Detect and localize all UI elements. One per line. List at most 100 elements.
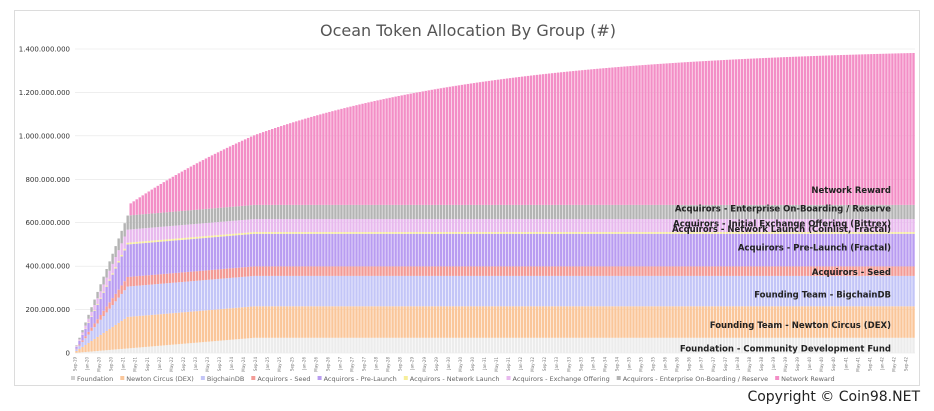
bar-segment (764, 204, 768, 220)
bar-segment (885, 204, 888, 220)
bar-stack (117, 238, 120, 353)
bar-segment (328, 337, 331, 353)
bar-segment (454, 275, 458, 307)
bar-segment (788, 275, 792, 307)
bar-segment (385, 275, 388, 307)
bar-segment (307, 275, 310, 307)
bar-segment (162, 283, 166, 314)
bar-stack (815, 55, 819, 353)
bar-segment (198, 280, 202, 311)
bar-stack (782, 57, 786, 353)
bar-stack (879, 53, 882, 353)
x-tick-label: Sep-32 (542, 357, 547, 372)
bar-segment (499, 79, 503, 205)
bar-segment (596, 233, 599, 267)
bar-stack (481, 81, 485, 353)
bar-segment (418, 91, 421, 205)
bar-segment (391, 275, 394, 307)
bar-segment (120, 230, 123, 244)
bar-segment (433, 232, 436, 234)
bar-segment (385, 306, 388, 338)
bar-segment (310, 337, 313, 353)
x-tick-label: Sep-36 (687, 357, 692, 372)
bar-segment (75, 345, 78, 347)
bar-stack (186, 168, 190, 353)
bar-segment (388, 219, 391, 233)
bar-segment (358, 337, 361, 353)
bar-segment (686, 266, 689, 276)
bar-segment (671, 63, 674, 205)
bar-segment (900, 337, 903, 353)
bar-segment (912, 275, 915, 307)
bar-segment (794, 275, 798, 307)
bar-segment (180, 238, 184, 240)
bar-segment (430, 204, 433, 220)
bar-segment (523, 275, 527, 307)
bar-segment (737, 204, 741, 220)
bar-segment (728, 306, 732, 338)
bar-segment (361, 275, 364, 307)
bar-segment (439, 275, 443, 307)
bar-segment (421, 204, 424, 220)
bar-segment (809, 266, 813, 276)
bar-segment (231, 277, 235, 309)
bar-segment (499, 232, 503, 234)
legend-entry: Network Reward (781, 375, 834, 383)
bar-segment (879, 53, 882, 205)
bar-segment (800, 275, 804, 307)
bar-segment (686, 62, 689, 205)
bar-segment (126, 277, 129, 287)
bar-segment (204, 236, 208, 238)
bar-segment (189, 281, 193, 312)
bar-segment (894, 53, 897, 205)
bar-segment (180, 281, 184, 313)
bar-segment (355, 266, 358, 276)
bar-segment (508, 78, 512, 205)
bar-segment (894, 219, 897, 233)
bar-segment (222, 236, 226, 269)
bar-segment (475, 266, 479, 276)
bar-stack (698, 61, 701, 353)
bar-segment (394, 233, 397, 267)
bar-segment (903, 306, 906, 338)
bar-segment (159, 212, 163, 227)
bar-segment (590, 337, 593, 353)
bar-segment (551, 233, 554, 267)
bar-segment (481, 275, 485, 307)
bar-segment (316, 275, 319, 307)
bar-segment (292, 337, 295, 353)
bar-segment (319, 232, 322, 234)
bar-segment (475, 232, 479, 234)
bar-segment (358, 233, 361, 267)
bar-segment (897, 275, 900, 307)
bar-segment (409, 219, 412, 233)
bar-segment (668, 233, 671, 267)
bar-segment (159, 239, 163, 242)
bar-segment (267, 130, 271, 205)
bar-segment (322, 232, 325, 234)
bar-segment (572, 337, 575, 353)
bar-stack (674, 62, 677, 353)
bar-segment (834, 233, 837, 267)
bar-segment (114, 324, 117, 350)
bar-segment (216, 152, 220, 208)
bar-segment (310, 116, 313, 205)
bar-segment (117, 289, 120, 298)
bar-segment (346, 232, 349, 234)
bar-segment (192, 238, 196, 272)
bar-stack (385, 98, 388, 353)
bar-segment (177, 238, 181, 241)
bar-segment (397, 232, 400, 234)
bar-segment (427, 266, 430, 276)
y-tick-label: 1.400.000.000 (19, 46, 70, 54)
bar-segment (331, 275, 334, 307)
bar-segment (526, 232, 530, 234)
bar-segment (346, 233, 349, 267)
bar-segment (602, 233, 605, 267)
bar-segment (746, 232, 750, 234)
bar-stack (153, 187, 156, 353)
bar-segment (255, 204, 259, 220)
bar-segment (695, 61, 698, 205)
bar-segment (677, 233, 680, 267)
bar-segment (710, 233, 713, 267)
